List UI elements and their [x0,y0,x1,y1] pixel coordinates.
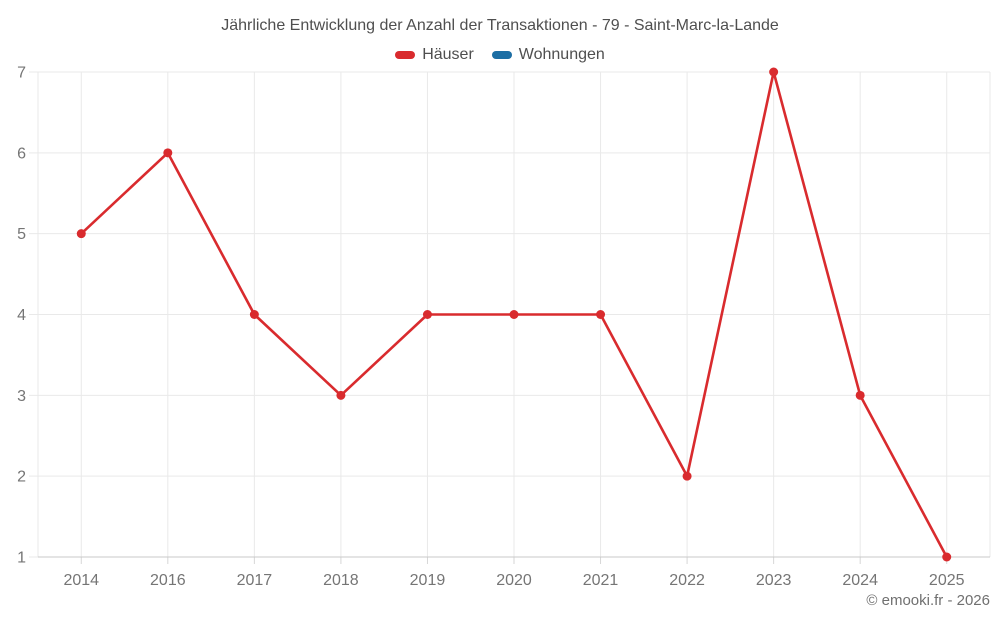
y-tick-label: 4 [17,307,26,324]
data-point[interactable] [163,148,173,158]
x-tick-label: 2020 [496,572,532,589]
copyright-credit: © emooki.fr - 2026 [866,592,990,609]
y-tick-label: 3 [17,388,26,405]
legend-label-wohnungen: Wohnungen [518,46,605,63]
x-tick-label: 2019 [410,572,446,589]
data-point[interactable] [249,310,259,319]
legend-label-hauser: Häuser [422,46,474,63]
legend: Häuser Wohnungen [0,46,1000,64]
x-tick-label: 2023 [756,572,792,589]
x-tick-label: 2016 [150,572,186,589]
x-tick-label: 2021 [583,572,619,589]
y-tick-label: 2 [17,469,26,486]
data-point[interactable] [596,310,606,319]
x-tick-label: 2014 [63,572,99,589]
x-tick-label: 2024 [842,572,878,589]
x-tick-label: 2017 [237,572,273,589]
data-point[interactable] [76,229,86,239]
data-point[interactable] [682,471,692,481]
y-tick-label: 6 [17,145,26,162]
y-tick-label: 5 [17,226,26,243]
data-point[interactable] [769,67,779,77]
legend-swatch-wohnungen-icon [491,51,512,59]
x-tick-label: 2025 [929,572,965,589]
data-point[interactable] [855,390,865,400]
data-point[interactable] [942,552,952,562]
legend-item-hauser[interactable]: Häuser [395,46,474,64]
y-tick-label: 7 [17,65,26,82]
x-tick-label: 2022 [669,572,705,589]
legend-swatch-hauser-icon [395,51,416,59]
data-point[interactable] [336,390,346,400]
x-tick-label: 2018 [323,572,359,589]
y-tick-label: 1 [17,550,26,567]
legend-item-wohnungen[interactable]: Wohnungen [491,46,605,64]
data-point[interactable] [509,310,519,319]
chart-title: Jährliche Entwicklung der Anzahl der Tra… [221,17,779,34]
data-point[interactable] [422,310,432,319]
